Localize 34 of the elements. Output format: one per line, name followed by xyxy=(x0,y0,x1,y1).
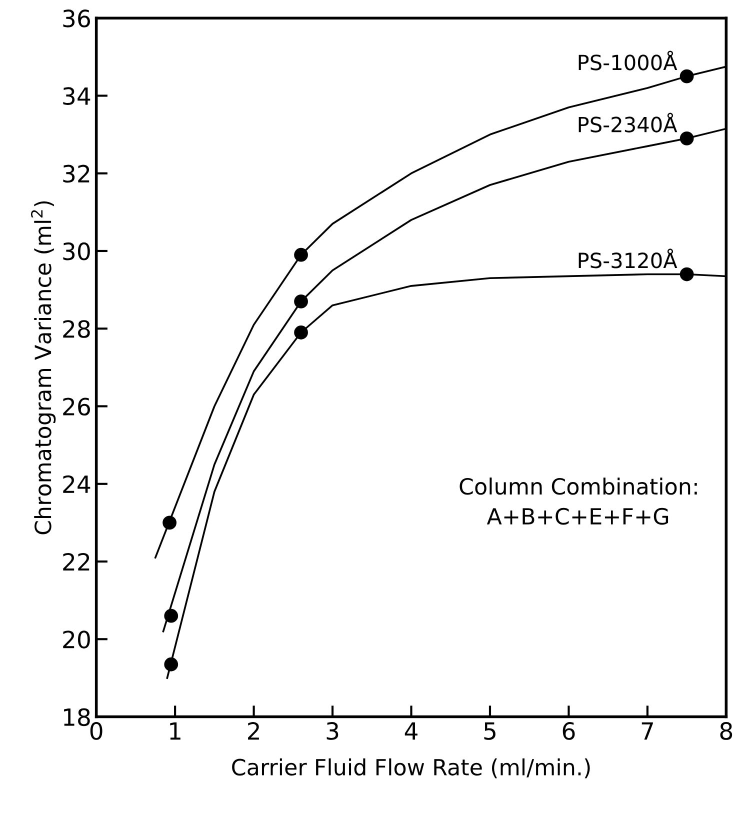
series-label: PS-1000Å xyxy=(578,50,678,70)
x-tick-label: 6 xyxy=(562,722,575,740)
point xyxy=(164,608,178,623)
x-tick-label: 2 xyxy=(248,722,259,740)
x-tick-label: 0 xyxy=(90,722,102,740)
y-tick-label: 24 xyxy=(63,475,90,493)
point xyxy=(294,248,308,262)
y-tick-label: 26 xyxy=(63,398,90,416)
point xyxy=(680,131,694,146)
point xyxy=(680,69,694,84)
point xyxy=(680,267,694,282)
x-axis-title: Carrier Fluid Flow Rate (ml/min.) xyxy=(232,758,590,778)
y-tick-label: 32 xyxy=(63,164,90,183)
point xyxy=(294,326,308,340)
point xyxy=(164,657,178,672)
y-tick-label: 22 xyxy=(63,552,90,570)
x-tick-label: 7 xyxy=(642,722,653,740)
y-tick-label: 18 xyxy=(64,708,90,726)
series-label: PS-2340Å xyxy=(578,112,678,132)
y-axis-title: Chromatogram Variance (ml$^{2}$) xyxy=(30,201,56,534)
y-tick-label: 36 xyxy=(63,10,90,28)
point xyxy=(162,516,176,530)
annotation: Column Combination: A+B+C+E+F+G xyxy=(460,478,697,525)
x-tick-label: 4 xyxy=(404,722,418,740)
x-tick-label: 8 xyxy=(720,722,732,740)
y-tick-label: 28 xyxy=(63,320,90,338)
y-tick-label: 30 xyxy=(63,242,90,260)
x-tick-label: 5 xyxy=(484,722,496,740)
x-tick-label: 3 xyxy=(326,722,338,740)
y-tick-label: 20 xyxy=(63,630,90,648)
point xyxy=(294,294,308,308)
series-label: PS-3120Å xyxy=(578,248,678,268)
x-tick-label: 1 xyxy=(170,722,180,740)
y-tick-label: 34 xyxy=(63,87,90,106)
